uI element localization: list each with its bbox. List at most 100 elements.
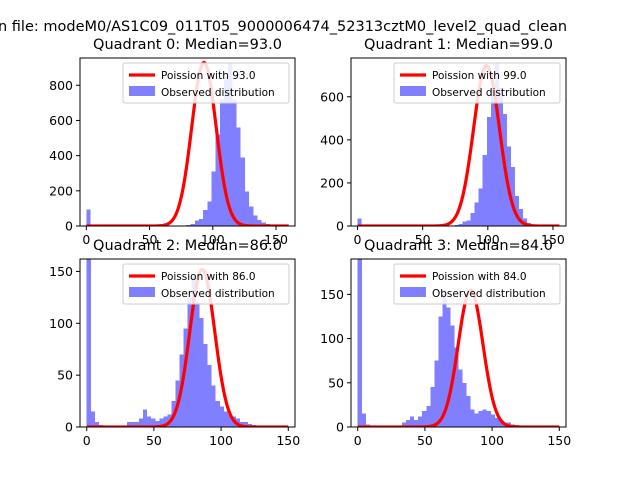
- histogram-bar: [357, 259, 362, 427]
- histogram-bar: [203, 210, 208, 226]
- legend-bar-swatch: [129, 86, 155, 96]
- histogram-bar: [490, 88, 495, 226]
- y-tick-label: 100: [49, 316, 73, 331]
- y-tick-label: 200: [49, 183, 73, 198]
- x-tick-label: 100: [480, 433, 504, 448]
- subplot-grid: Quadrant 0: Median=93.0 0 50 100 150 0 200 400 6…: [49, 37, 571, 448]
- histogram-bar: [127, 421, 132, 427]
- legend: Poission with 99.0 Observed distribution: [393, 62, 561, 104]
- subplot-quadrant-3: Quadrant 3: Median=84.0 0 50 100 150 0 50 100 15…: [320, 238, 571, 448]
- histogram-bar: [430, 387, 435, 427]
- histogram-bar: [159, 418, 164, 427]
- legend-box: [393, 263, 561, 305]
- x-tick-label: 100: [476, 232, 500, 247]
- histogram-bar: [482, 154, 487, 226]
- histogram-bar: [462, 221, 467, 226]
- histogram-bar: [422, 411, 427, 427]
- histogram-bar: [462, 382, 467, 427]
- legend: Poission with 86.0 Observed distribution: [122, 263, 290, 305]
- histogram-bar: [232, 99, 237, 226]
- y-tick-label: 100: [320, 331, 344, 346]
- histogram-bar: [249, 206, 254, 226]
- y-tick-label: 400: [320, 132, 344, 147]
- y-tick-label: 200: [320, 175, 344, 190]
- x-tick-label: 100: [201, 232, 225, 247]
- legend-bar-swatch: [129, 287, 155, 297]
- figure-suptitle: n file: modeM0/AS1C09_011T05_9000006474_…: [0, 19, 567, 35]
- x-tick-label: 50: [417, 433, 433, 448]
- histogram-bar: [155, 420, 160, 427]
- histogram-bar: [207, 364, 212, 427]
- histogram-bar: [86, 209, 91, 226]
- subplot-title: Quadrant 3: Median=84.0: [364, 238, 553, 254]
- histogram-bar: [224, 76, 229, 226]
- histogram-bar: [211, 385, 216, 427]
- histogram-bar: [90, 411, 95, 427]
- x-tick-label: 100: [209, 433, 233, 448]
- histogram-bar: [357, 218, 362, 226]
- y-tick-label: 150: [49, 264, 73, 279]
- histogram-bar: [519, 208, 524, 226]
- histogram-bar: [240, 157, 245, 226]
- subplot-quadrant-1: Quadrant 1: Median=99.0 0 50 100 150 0 200 400 6…: [320, 37, 567, 247]
- histogram-bar: [227, 414, 232, 427]
- histogram-bar: [486, 117, 491, 226]
- histogram-bar: [219, 406, 224, 427]
- legend: Poission with 84.0 Observed distribution: [393, 263, 561, 305]
- histogram-bar: [143, 409, 148, 427]
- y-tick-label: 600: [49, 113, 73, 128]
- histogram-bar: [215, 134, 220, 226]
- histogram-bar: [414, 419, 419, 427]
- x-tick-label: 50: [146, 433, 162, 448]
- x-tick-label: 150: [541, 232, 565, 247]
- legend-bar-swatch: [400, 287, 426, 297]
- subplot-title: Quadrant 1: Median=99.0: [364, 37, 553, 53]
- histogram-bar: [211, 171, 216, 226]
- axes-frame: [79, 57, 296, 227]
- histogram-bar: [418, 416, 423, 427]
- histogram-bar: [86, 259, 91, 427]
- x-tick-label: 0: [82, 232, 90, 247]
- histogram-bar: [498, 419, 503, 427]
- histogram-bar: [199, 318, 204, 427]
- histogram-bar: [478, 411, 483, 427]
- subplot-title: Quadrant 0: Median=93.0: [93, 37, 282, 53]
- histogram-bar: [163, 416, 168, 427]
- histogram-bar: [523, 218, 528, 226]
- histogram-bar: [490, 414, 495, 427]
- axes-frame: [350, 258, 567, 428]
- legend-bar-swatch: [400, 86, 426, 96]
- histogram-bar: [406, 419, 411, 427]
- x-tick-label: 0: [83, 433, 91, 448]
- legend-box: [393, 62, 561, 104]
- histogram-bar: [361, 413, 366, 427]
- x-tick-label: 50: [142, 232, 158, 247]
- legend: Poission with 93.0 Observed distribution: [122, 62, 290, 104]
- x-tick-label: 0: [354, 433, 362, 448]
- histogram-bar: [131, 421, 136, 427]
- histogram-bar: [454, 224, 459, 226]
- histogram-bar: [466, 396, 471, 427]
- y-tick-label: 0: [336, 219, 344, 234]
- y-tick-label: 400: [49, 148, 73, 163]
- x-tick-label: 50: [415, 232, 431, 247]
- histogram-bar: [203, 344, 208, 427]
- histogram-bar: [478, 188, 483, 226]
- histogram-bar: [402, 422, 407, 427]
- histogram-bar: [434, 360, 439, 427]
- histogram-bar: [195, 302, 200, 427]
- axes-frame: [79, 258, 296, 428]
- y-tick-label: 800: [49, 78, 73, 93]
- histogram-bar: [253, 215, 258, 226]
- x-tick-label: 150: [276, 433, 300, 448]
- y-tick-label: 50: [328, 375, 344, 390]
- histogram-bars: [357, 259, 523, 427]
- histogram-bar: [183, 328, 188, 427]
- y-tick-label: 50: [57, 368, 73, 383]
- histogram-bar: [243, 421, 248, 427]
- y-tick-label: 0: [65, 219, 73, 234]
- axes-frame: [350, 57, 567, 227]
- histogram-bar: [223, 411, 228, 427]
- y-tick-label: 0: [336, 420, 344, 435]
- histogram-bar: [426, 405, 431, 427]
